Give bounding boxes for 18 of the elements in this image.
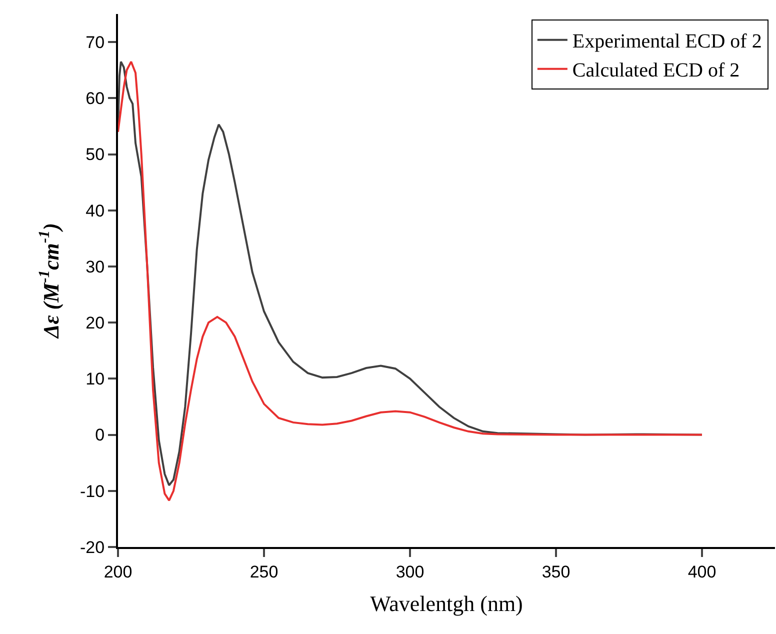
legend-label: Calculated ECD of 2 (572, 60, 740, 82)
y-tick-label: 60 (86, 89, 105, 108)
y-tick-label: 0 (95, 426, 105, 445)
x-tick-label: 400 (688, 562, 716, 582)
x-tick-label: 250 (250, 562, 278, 582)
y-tick-label: -20 (80, 538, 105, 557)
y-tick-label: 20 (86, 314, 105, 333)
legend-label: Experimental ECD of 2 (572, 30, 762, 53)
y-tick-label: 70 (86, 33, 105, 52)
y-tick-label: 50 (86, 145, 105, 164)
x-tick-label: 300 (396, 562, 424, 582)
y-tick-label: 40 (86, 201, 105, 220)
y-tick-label: 10 (86, 370, 105, 389)
x-tick-label: 200 (104, 562, 132, 582)
y-tick-label: 30 (86, 257, 105, 276)
x-axis-title: Wavelentgh (nm) (370, 590, 523, 616)
y-tick-label: -10 (80, 482, 105, 501)
x-tick-label: 350 (542, 562, 570, 582)
